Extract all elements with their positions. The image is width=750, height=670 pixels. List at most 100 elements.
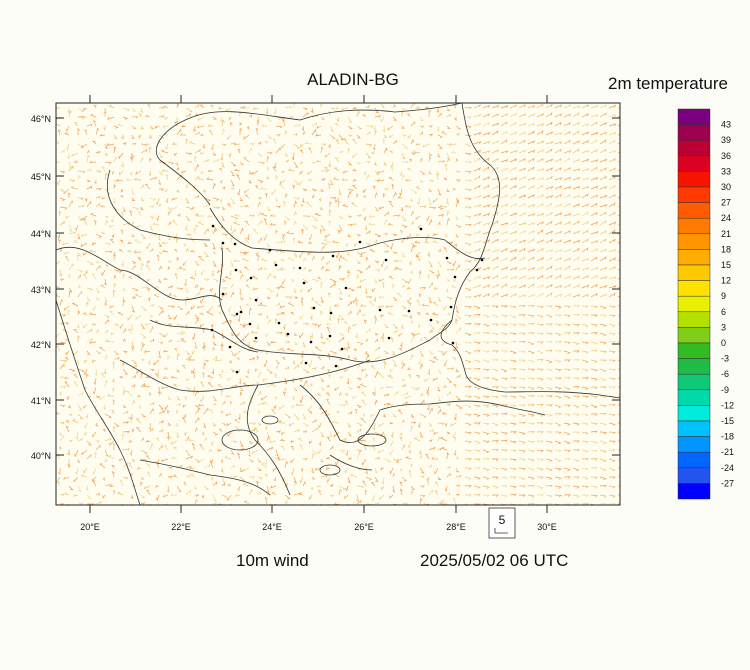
wind-arrow <box>272 467 277 473</box>
wind-arrow <box>167 466 173 470</box>
wind-arrow <box>572 413 580 417</box>
wind-arrow <box>554 132 563 136</box>
wind-arrow <box>218 168 223 172</box>
wind-arrow <box>284 499 288 505</box>
wind-arrow <box>284 366 290 370</box>
colorbar-swatch <box>677 295 711 313</box>
wind-arrow <box>527 440 535 444</box>
wind-arrow <box>199 312 205 316</box>
wind-arrow <box>342 204 349 208</box>
wind-arrow <box>419 392 424 397</box>
wind-arrow <box>554 449 562 453</box>
wind-arrow <box>329 134 336 140</box>
wind-arrow <box>437 112 442 118</box>
wind-arrow <box>275 197 279 202</box>
wind-arrow <box>407 374 412 379</box>
wind-arrow <box>464 179 472 183</box>
wind-arrow <box>193 227 197 235</box>
wind-arrow <box>329 282 336 289</box>
wind-arrow <box>345 485 349 492</box>
wind-arrow <box>265 107 268 115</box>
wind-arrow <box>328 220 332 226</box>
wind-arrow <box>137 257 142 262</box>
wind-arrow <box>554 494 562 498</box>
wind-arrow <box>211 368 215 375</box>
wind-arrow <box>482 212 491 217</box>
wind-arrow <box>581 413 589 417</box>
wind-arrow <box>221 128 225 136</box>
wind-arrow <box>328 182 331 190</box>
wind-arrow <box>300 296 304 302</box>
wind-arrow <box>239 273 244 280</box>
wind-arrow <box>266 242 271 248</box>
wind-arrow <box>77 368 86 373</box>
wind-arrow <box>500 449 508 452</box>
wind-arrow <box>473 367 481 371</box>
wind-arrow <box>347 476 351 484</box>
wind-arrow <box>59 170 66 174</box>
wind-arrow <box>293 480 298 487</box>
wind-arrow <box>410 335 415 343</box>
wind-arrow <box>118 249 124 253</box>
wind-field-label: 10m wind <box>236 551 309 570</box>
wind-arrow <box>324 152 331 158</box>
wind-arrow <box>356 134 361 139</box>
wind-arrow <box>434 481 439 487</box>
wind-arrow <box>95 202 101 208</box>
wind-arrow <box>176 103 180 109</box>
wind-arrow <box>473 305 481 310</box>
wind-arrow <box>121 433 125 442</box>
wind-arrow <box>104 449 109 457</box>
wind-arrow <box>158 107 165 110</box>
wind-arrow <box>275 205 282 209</box>
island-lesbos <box>319 464 341 476</box>
wind-arrow <box>342 138 349 145</box>
wind-arrow <box>325 268 331 272</box>
wind-arrow <box>158 309 164 316</box>
wind-arrow <box>581 274 589 280</box>
wind-arrow <box>338 314 345 320</box>
wind-arrow <box>347 161 353 166</box>
wind-arrow <box>440 446 448 451</box>
wind-arrow <box>464 494 472 497</box>
wind-arrow <box>473 275 482 280</box>
wind-arrow <box>122 142 127 146</box>
wind-arrow <box>173 249 178 253</box>
wind-arrow <box>500 150 509 154</box>
wind-arrow <box>464 458 472 461</box>
wind-arrow <box>545 476 553 480</box>
wind-arrow <box>189 237 196 244</box>
wind-arrow <box>527 122 536 127</box>
wind-arrow <box>456 179 461 182</box>
wind-arrow <box>581 131 590 136</box>
wind-arrow <box>491 368 499 372</box>
wind-arrow <box>374 233 382 238</box>
wind-arrow <box>545 323 553 326</box>
wind-arrow <box>176 409 179 415</box>
wind-arrow <box>85 413 89 419</box>
wind-arrow <box>225 394 232 398</box>
wind-arrow <box>153 359 160 366</box>
wind-arrow <box>581 332 589 336</box>
wind-arrow <box>68 440 73 443</box>
wind-arrow <box>293 197 301 201</box>
wind-arrow <box>302 266 306 271</box>
station-dot <box>298 266 302 270</box>
wind-arrow <box>251 170 259 175</box>
wind-arrow <box>518 386 526 390</box>
wind-arrow <box>158 134 165 139</box>
wind-arrow <box>100 284 106 289</box>
wind-arrow <box>374 129 378 136</box>
wind-arrow <box>581 449 589 453</box>
wind-arrow <box>473 104 481 109</box>
island-lemnos <box>357 433 387 447</box>
wind-arrow <box>418 449 422 455</box>
wind-arrow <box>221 410 224 415</box>
wind-arrow <box>383 138 386 145</box>
wind-arrow <box>59 431 63 436</box>
wind-arrow <box>473 122 482 127</box>
wind-arrow <box>347 325 351 334</box>
wind-arrow <box>509 493 517 497</box>
wind-arrow <box>590 139 598 145</box>
wind-arrow <box>482 204 491 208</box>
